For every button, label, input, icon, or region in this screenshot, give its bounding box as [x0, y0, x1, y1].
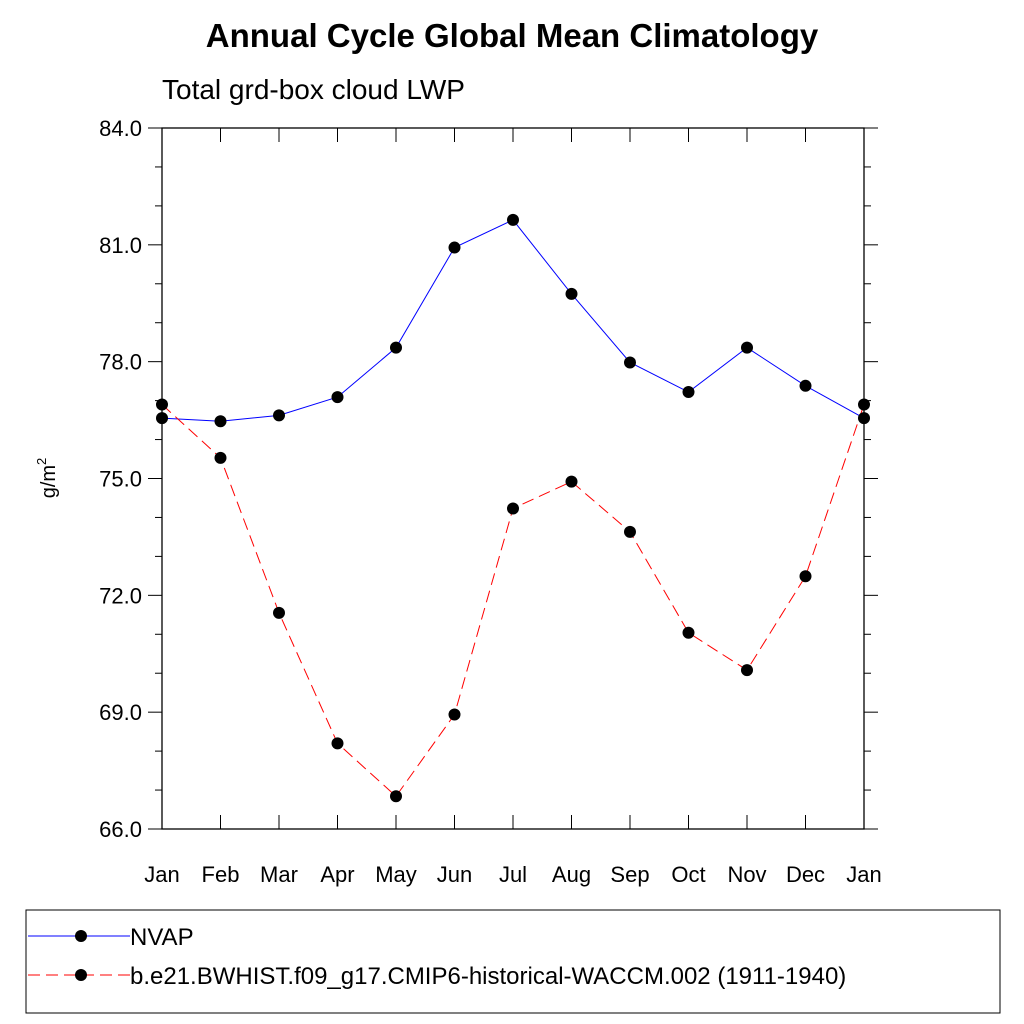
data-point [331, 737, 344, 750]
legend: NVAP b.e21.BWHIST.f09_g17.CMIP6-historic… [25, 909, 1001, 1014]
y-axis-label-superscript: 2 [34, 458, 49, 465]
x-tick-label: Oct [671, 862, 705, 887]
data-point [624, 356, 636, 369]
data-point [507, 213, 519, 226]
series-line-1 [161, 404, 865, 798]
data-point [448, 708, 461, 721]
y-tick-label: 81.0 [99, 233, 142, 258]
legend-label-waccm: b.e21.BWHIST.f09_g17.CMIP6-historical-WA… [130, 963, 846, 990]
data-point [214, 451, 227, 464]
data-point [565, 287, 578, 300]
series-markers [156, 213, 870, 803]
y-tick-label: 69.0 [99, 700, 142, 725]
chart-title: Annual Cycle Global Mean Climatology [206, 17, 819, 54]
data-point [682, 626, 695, 639]
plot-frame [161, 127, 865, 830]
data-point [156, 398, 168, 411]
data-point [858, 398, 870, 411]
data-point [799, 379, 812, 392]
axis-ticks [148, 127, 878, 830]
data-point [682, 386, 695, 399]
series-line-0 [161, 219, 865, 422]
x-tick-label: Jan [144, 862, 179, 887]
data-point [273, 409, 285, 422]
x-tick-label: Nov [727, 862, 766, 887]
x-tick-label: Jan [846, 862, 881, 887]
data-point [448, 241, 461, 254]
data-point [390, 341, 402, 354]
tick-labels: Jan Feb Mar Apr May Jun Jul Aug Sep Oct Nov Dec Jan6… [99, 116, 882, 887]
x-tick-label: Jul [499, 862, 527, 887]
svg-text:g/m2: g/m2 [34, 458, 60, 499]
y-tick-label: 84.0 [99, 116, 142, 141]
data-point [214, 415, 227, 428]
legend-marker-nvap [75, 930, 87, 942]
y-tick-label: 75.0 [99, 467, 142, 492]
x-tick-label: May [375, 862, 417, 887]
data-point [390, 790, 402, 803]
y-tick-label: 66.0 [99, 817, 142, 842]
data-point [565, 475, 578, 488]
data-point [741, 341, 753, 354]
y-tick-label: 72.0 [99, 583, 142, 608]
chart-subtitle: Total grd-box cloud LWP [162, 74, 465, 105]
data-point [858, 412, 870, 425]
data-point [799, 570, 812, 583]
data-point [156, 412, 168, 425]
data-point [273, 606, 285, 619]
data-point [331, 391, 344, 404]
x-tick-label: Apr [320, 862, 354, 887]
x-tick-label: Feb [202, 862, 240, 887]
data-point [507, 502, 519, 515]
data-point [624, 525, 636, 538]
x-tick-label: Jun [437, 862, 472, 887]
legend-box [25, 909, 1001, 1014]
x-tick-label: Mar [260, 862, 298, 887]
legend-label-nvap: NVAP [130, 924, 194, 951]
x-tick-label: Sep [610, 862, 649, 887]
x-tick-label: Aug [552, 862, 591, 887]
y-axis-label: g/m2 [34, 458, 60, 499]
legend-marker-waccm [75, 969, 87, 981]
y-tick-label: 78.0 [99, 350, 142, 375]
data-point [741, 664, 753, 677]
x-tick-label: Dec [786, 862, 825, 887]
y-axis-label-text: g/m [38, 465, 60, 498]
